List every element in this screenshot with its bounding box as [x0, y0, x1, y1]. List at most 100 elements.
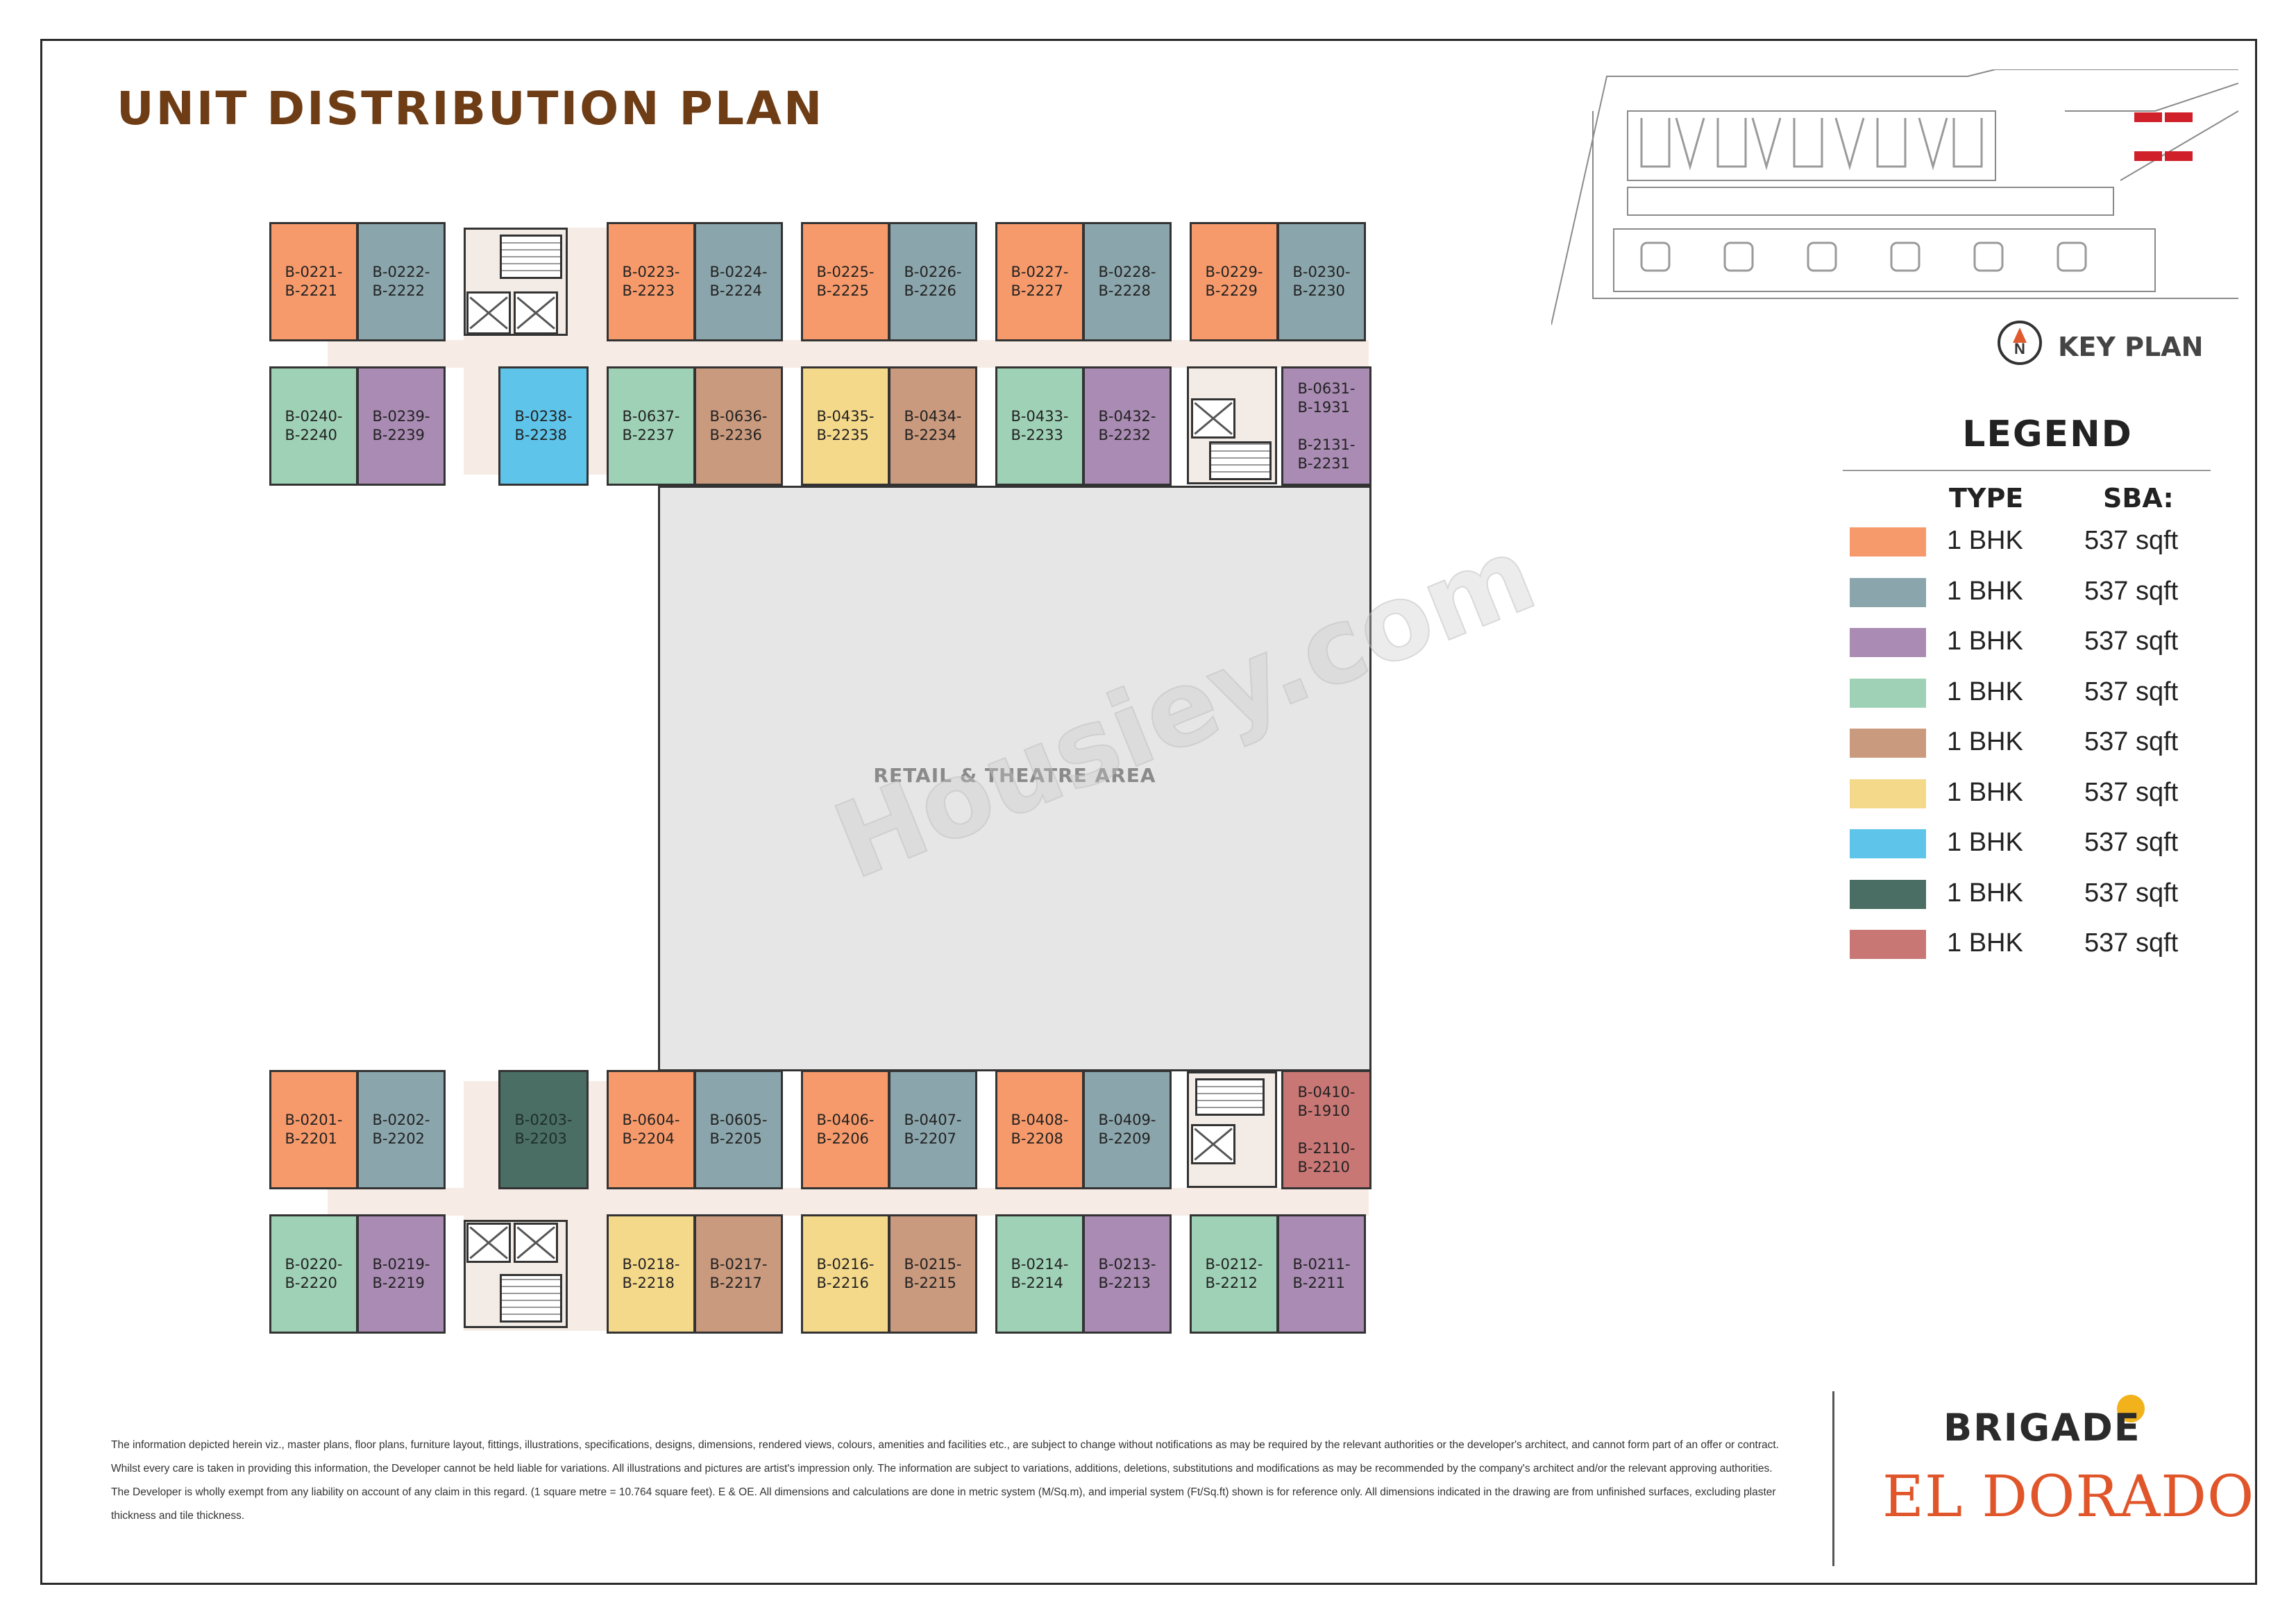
unit-label: B-0229- B-2229: [1205, 264, 1263, 299]
unit-b-0407[interactable]: B-0407- B-2207: [888, 1070, 977, 1189]
unit-b-0410[interactable]: B-0410- B-1910 B-2110- B-2210: [1281, 1070, 1371, 1189]
project-name: EL DORADO: [1882, 1464, 2255, 1530]
unit-label: B-0201- B-2201: [285, 1112, 343, 1147]
legend-type: 1 BHK: [1947, 727, 2023, 756]
unit-b-0214[interactable]: B-0214- B-2214: [995, 1214, 1084, 1334]
legend-row: 1 BHK 537 sqft: [1850, 676, 2211, 709]
legend-swatch: [1850, 879, 1926, 909]
legend-row: 1 BHK 537 sqft: [1850, 625, 2211, 658]
unit-label: B-0238- B-2238: [514, 408, 573, 443]
unit-label: B-0220- B-2220: [285, 1256, 343, 1291]
unit-b-0604[interactable]: B-0604- B-2204: [607, 1070, 695, 1189]
legend-type-header: TYPE: [1949, 483, 2024, 513]
unit-b-0221[interactable]: B-0221- B-2221: [269, 222, 358, 341]
legend-row: 1 BHK 537 sqft: [1850, 525, 2211, 558]
unit-b-0224[interactable]: B-0224- B-2224: [694, 222, 783, 341]
staircase-top-right: [1209, 441, 1272, 480]
unit-b-0215[interactable]: B-0215- B-2215: [888, 1214, 977, 1334]
unit-b-0217[interactable]: B-0217- B-2217: [694, 1214, 783, 1334]
unit-b-0229[interactable]: B-0229- B-2229: [1190, 222, 1278, 341]
lift-icon: [466, 1223, 511, 1263]
unit-b-0631[interactable]: B-0631- B-1931 B-2131- B-2231: [1281, 366, 1371, 486]
unit-label: B-0433- B-2233: [1011, 408, 1069, 443]
unit-label: B-0637- B-2237: [622, 408, 680, 443]
legend-swatch: [1850, 577, 1926, 607]
unit-b-0228[interactable]: B-0228- B-2228: [1083, 222, 1172, 341]
unit-label: B-0432- B-2232: [1098, 408, 1156, 443]
legend-type: 1 BHK: [1947, 777, 2023, 807]
unit-b-0213[interactable]: B-0213- B-2213: [1083, 1214, 1172, 1334]
lift-icon: [1191, 398, 1235, 439]
unit-b-0239[interactable]: B-0239- B-2239: [357, 366, 446, 486]
unit-b-0227[interactable]: B-0227- B-2227: [995, 222, 1084, 341]
unit-b-0238[interactable]: B-0238- B-2238: [498, 366, 589, 486]
legend-sba: 537 sqft: [2084, 627, 2179, 656]
lift-icon: [514, 291, 558, 334]
unit-label: B-0434- B-2234: [904, 408, 962, 443]
legend-row: 1 BHK 537 sqft: [1850, 927, 2211, 960]
brand-name: BRIGADE: [1943, 1406, 2141, 1450]
unit-b-0408[interactable]: B-0408- B-2208: [995, 1070, 1084, 1189]
unit-label: B-0631- B-1931 B-2131- B-2231: [1297, 380, 1356, 472]
legend-type: 1 BHK: [1947, 828, 2023, 857]
unit-b-0432[interactable]: B-0432- B-2232: [1083, 366, 1172, 486]
legend-sba-header: SBA:: [2103, 483, 2174, 513]
unit-b-0202[interactable]: B-0202- B-2202: [357, 1070, 446, 1189]
unit-label: B-0240- B-2240: [285, 408, 343, 443]
legend-title: LEGEND: [1962, 414, 2133, 455]
legend-type: 1 BHK: [1947, 576, 2023, 606]
unit-label: B-0203- B-2203: [514, 1112, 573, 1147]
unit-label: B-0217- B-2217: [709, 1256, 768, 1291]
unit-b-0220[interactable]: B-0220- B-2220: [269, 1214, 358, 1334]
unit-b-0211[interactable]: B-0211- B-2211: [1277, 1214, 1366, 1334]
legend-row: 1 BHK 537 sqft: [1850, 877, 2211, 910]
legend-type: 1 BHK: [1947, 928, 2023, 958]
unit-label: B-0224- B-2224: [709, 264, 768, 299]
unit-b-0222[interactable]: B-0222- B-2222: [357, 222, 446, 341]
unit-b-0605[interactable]: B-0605- B-2205: [694, 1070, 783, 1189]
legend-swatch: [1850, 930, 1926, 959]
unit-label: B-0226- B-2226: [904, 264, 962, 299]
legend-type: 1 BHK: [1947, 878, 2023, 908]
unit-b-0226[interactable]: B-0226- B-2226: [888, 222, 977, 341]
page-border: [40, 39, 2257, 1585]
staircase-top-left: [500, 235, 562, 279]
legend-sba: 537 sqft: [2084, 576, 2179, 606]
legend-swatch: [1850, 829, 1926, 858]
unit-label: B-0219- B-2219: [372, 1256, 430, 1291]
unit-label: B-0213- B-2213: [1098, 1256, 1156, 1291]
unit-label: B-0223- B-2223: [622, 264, 680, 299]
legend-type: 1 BHK: [1947, 677, 2023, 706]
unit-b-0433[interactable]: B-0433- B-2233: [995, 366, 1084, 486]
unit-b-0636[interactable]: B-0636- B-2236: [694, 366, 783, 486]
unit-b-0637[interactable]: B-0637- B-2237: [607, 366, 695, 486]
unit-b-0203[interactable]: B-0203- B-2203: [498, 1070, 589, 1189]
lift-icon: [466, 291, 511, 334]
unit-b-0225[interactable]: B-0225- B-2225: [801, 222, 890, 341]
lift-icon: [514, 1223, 558, 1263]
legend-swatch: [1850, 729, 1926, 758]
unit-label: B-0228- B-2228: [1098, 264, 1156, 299]
legend-sba: 537 sqft: [2084, 727, 2179, 756]
unit-b-0435[interactable]: B-0435- B-2235: [801, 366, 890, 486]
unit-b-0223[interactable]: B-0223- B-2223: [607, 222, 695, 341]
legend-sba: 537 sqft: [2084, 828, 2179, 857]
unit-b-0219[interactable]: B-0219- B-2219: [357, 1214, 446, 1334]
unit-b-0240[interactable]: B-0240- B-2240: [269, 366, 358, 486]
unit-label: B-0216- B-2216: [816, 1256, 875, 1291]
unit-b-0216[interactable]: B-0216- B-2216: [801, 1214, 890, 1334]
unit-b-0406[interactable]: B-0406- B-2206: [801, 1070, 890, 1189]
page-title: UNIT DISTRIBUTION PLAN: [117, 82, 825, 135]
legend-divider: [1843, 470, 2211, 471]
unit-b-0212[interactable]: B-0212- B-2212: [1190, 1214, 1278, 1334]
legend-sba: 537 sqft: [2084, 928, 2179, 958]
unit-b-0409[interactable]: B-0409- B-2209: [1083, 1070, 1172, 1189]
unit-b-0218[interactable]: B-0218- B-2218: [607, 1214, 695, 1334]
unit-label: B-0410- B-1910 B-2110- B-2210: [1297, 1083, 1356, 1175]
unit-label: B-0202- B-2202: [372, 1112, 430, 1147]
unit-b-0201[interactable]: B-0201- B-2201: [269, 1070, 358, 1189]
unit-b-0230[interactable]: B-0230- B-2230: [1277, 222, 1366, 341]
legend-type: 1 BHK: [1947, 627, 2023, 656]
unit-label: B-0409- B-2209: [1098, 1112, 1156, 1147]
unit-b-0434[interactable]: B-0434- B-2234: [888, 366, 977, 486]
